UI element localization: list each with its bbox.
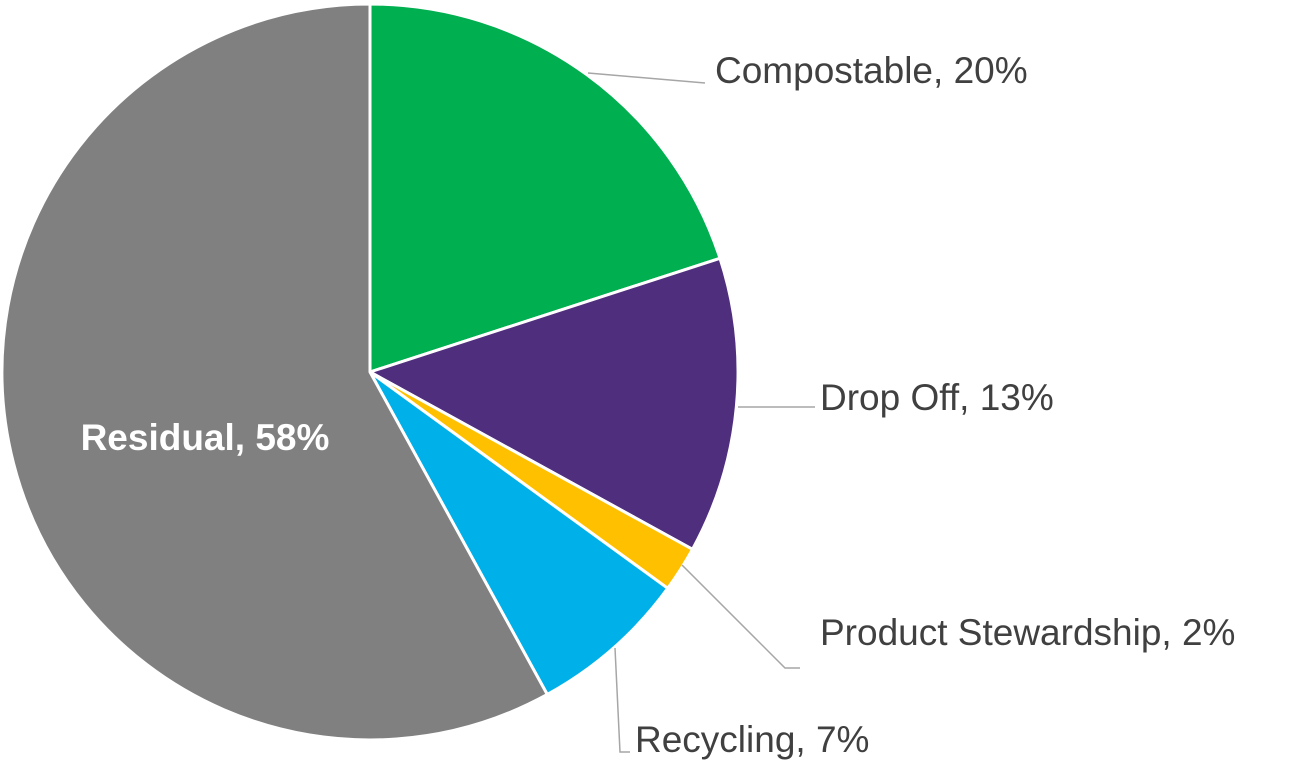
pie-slice-compostable [368,2,722,374]
data-label-category: Drop Off [820,377,960,418]
data-label-separator: , [1161,612,1182,653]
data-label-recycling: Recycling, 7% [635,719,869,760]
data-label-category: Product Stewardship [820,612,1161,653]
data-label-percentage: 2% [1182,612,1235,653]
data-label-drop-off: Drop Off, 13% [820,377,1054,418]
data-label-percentage: 7% [816,719,869,760]
data-label-residual: Residual, 58% [81,417,330,458]
data-label-separator: , [933,50,954,91]
data-label-separator: , [795,719,816,760]
leader-line-product-stewardship [681,564,800,669]
leader-line-recycling [614,647,630,753]
pie-slice-recycling [368,370,670,696]
data-label-percentage: 58% [255,417,329,458]
data-label-compostable: Compostable, 20% [715,50,1028,91]
data-label-category: Residual [81,417,235,458]
data-label-product-stewardship: Product Stewardship, 2% [820,612,1235,653]
data-label-separator: , [959,377,980,418]
data-label-separator: , [235,417,256,458]
leader-line-compostable [587,72,706,84]
pie-slice-residual [0,2,549,742]
data-label-category: Recycling [635,719,795,760]
data-label-percentage: 20% [954,50,1028,91]
data-label-percentage: 13% [980,377,1054,418]
data-label-category: Compostable [715,50,933,91]
pie-slice-drop-off [368,256,740,551]
